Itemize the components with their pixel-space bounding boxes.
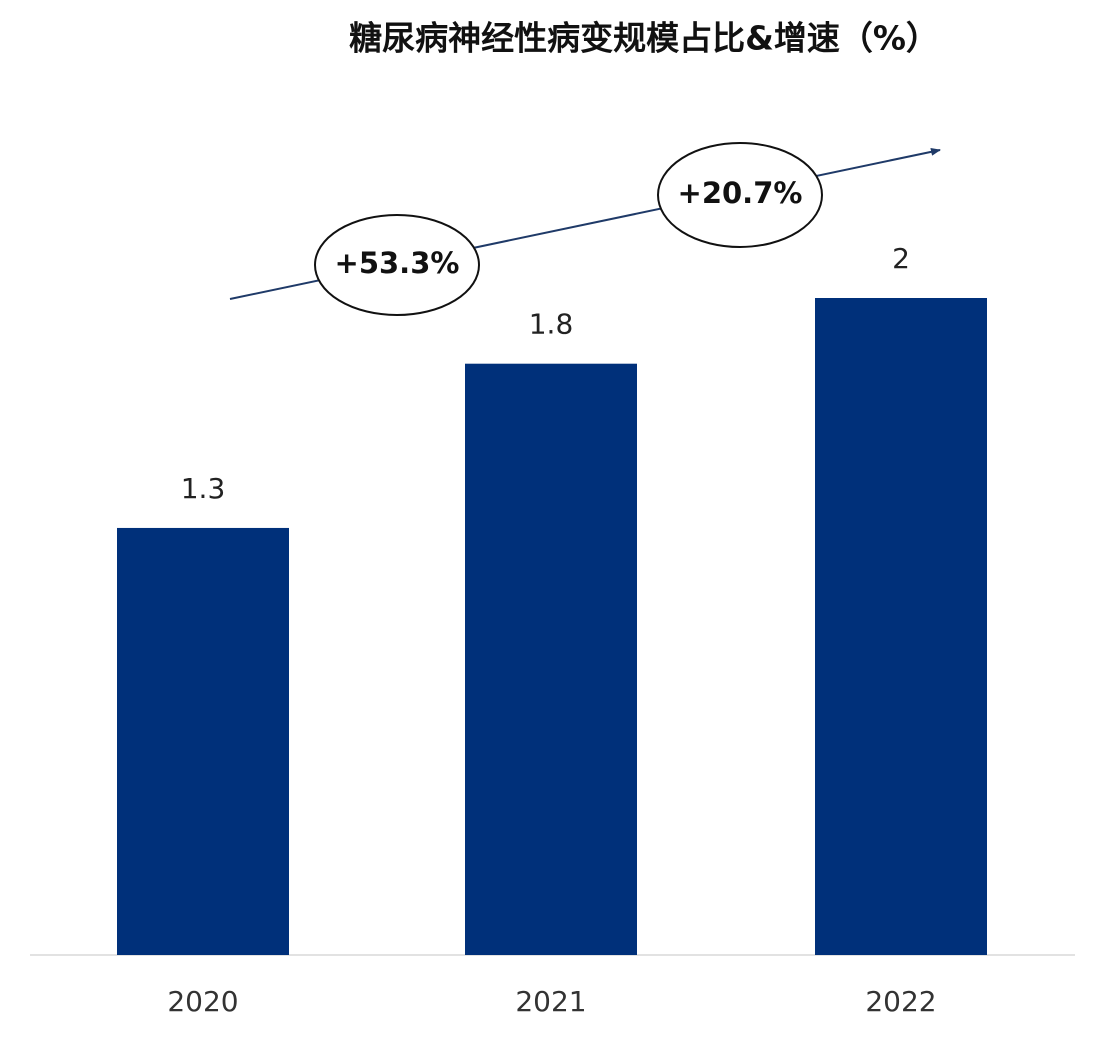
value-label: 1.3 bbox=[181, 472, 226, 505]
bar bbox=[465, 363, 637, 955]
annotation: +20.7% bbox=[678, 176, 803, 210]
value-label: 2 bbox=[892, 242, 910, 275]
value-label: 1.8 bbox=[529, 308, 574, 341]
bar bbox=[815, 298, 987, 955]
annotation-ellipse bbox=[314, 214, 480, 316]
annotation-ellipse bbox=[657, 142, 823, 248]
bar bbox=[117, 527, 289, 955]
chart-title: 糖尿病神经性病变规模占比&增速（%） bbox=[349, 19, 939, 58]
annotation: +53.3% bbox=[335, 246, 460, 280]
x-tick-label: 2020 bbox=[167, 985, 238, 1018]
x-tick-label: 2022 bbox=[865, 985, 936, 1018]
x-tick-label: 2021 bbox=[515, 985, 586, 1018]
